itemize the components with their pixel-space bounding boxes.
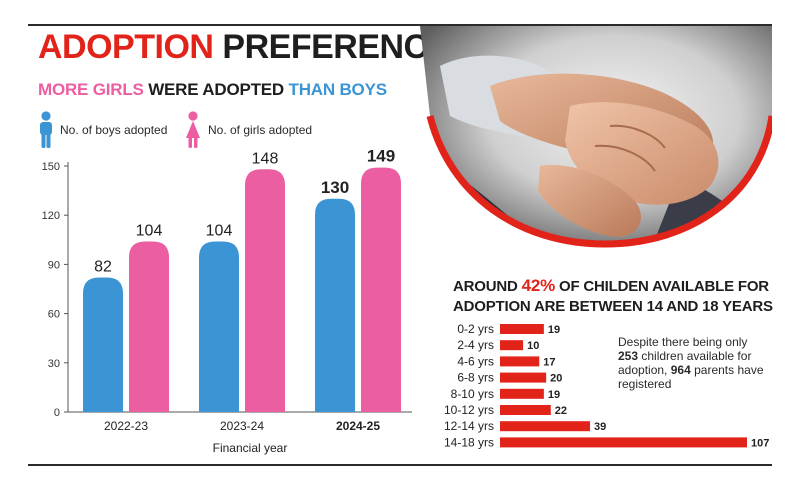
heading-percentage: 42% [521, 276, 556, 295]
adoption-bar-chart: 0 30 60 90 120 150 82 104 2022-23 104 148 2023-24 13… [42, 147, 412, 455]
age-category-label: 8-10 yrs [451, 387, 494, 401]
bar-value-label: 104 [136, 222, 163, 239]
age-value-label: 22 [555, 405, 567, 417]
age-bar-8-10 yrs [500, 388, 544, 399]
legend-girls: No. of girls adopted [184, 110, 312, 150]
title-part-1: ADOPTION [38, 28, 214, 66]
hands-photo-illustration [420, 26, 772, 248]
age-bar-12-14 yrs [500, 421, 591, 432]
chart-subtitle: MORE GIRLS WERE ADOPTED THAN BOYS [38, 80, 387, 100]
subtitle-boys: THAN BOYS [288, 80, 388, 99]
note-text-3: parents have registered [618, 363, 764, 391]
x-category-label: 2023-24 [220, 419, 264, 433]
age-category-label: 4-6 yrs [457, 354, 494, 368]
age-value-label: 19 [548, 324, 560, 336]
bar-value-label: 104 [206, 222, 233, 239]
top-rule [28, 24, 772, 26]
hands-photo [420, 26, 772, 252]
availability-note: Despite there being only 253 children av… [618, 335, 768, 391]
x-category-label: 2024-25 [336, 419, 380, 433]
age-category-label: 10-12 yrs [444, 403, 494, 417]
subtitle-girls: MORE GIRLS [38, 80, 144, 99]
bar-boys-2023-24 [199, 241, 239, 412]
heading-part-2: OF CHILDEN AVAILABLE FOR ADOPTION ARE BE… [453, 278, 773, 315]
y-tick-label: 60 [48, 309, 60, 321]
age-value-label: 19 [548, 389, 560, 401]
note-children-count: 253 [618, 349, 639, 363]
bar-boys-2024-25 [315, 198, 355, 412]
age-bar-2-4 yrs [500, 340, 524, 351]
age-bar-14-18 yrs [500, 437, 747, 448]
age-value-label: 10 [527, 340, 539, 352]
bar-value-label: 149 [367, 147, 395, 166]
y-tick-label: 0 [54, 407, 60, 419]
legend-boys-label: No. of boys adopted [60, 123, 168, 137]
age-value-label: 20 [550, 373, 562, 385]
boy-figure-icon [40, 111, 52, 148]
bar-girls-2024-25 [361, 167, 401, 412]
bar-girls-2023-24 [245, 169, 285, 412]
bar-boys-2022-23 [83, 277, 123, 412]
y-tick-label: 90 [48, 259, 60, 271]
age-category-label: 0-2 yrs [457, 322, 494, 336]
bar-value-label: 130 [321, 178, 349, 197]
x-axis-title: Financial year [213, 441, 288, 455]
age-bar-6-8 yrs [500, 372, 547, 383]
x-category-label: 2022-23 [104, 419, 148, 433]
girl-figure-icon [186, 111, 200, 148]
note-parents-count: 964 [670, 363, 691, 377]
subtitle-middle: WERE ADOPTED [148, 80, 285, 99]
age-value-label: 39 [594, 421, 606, 433]
age-category-label: 14-18 yrs [444, 435, 494, 449]
bar-value-label: 82 [94, 259, 112, 276]
y-tick-label: 30 [48, 358, 60, 370]
age-category-label: 12-14 yrs [444, 419, 494, 433]
age-category-label: 6-8 yrs [457, 371, 494, 385]
age-value-label: 107 [751, 437, 769, 449]
bar-girls-2022-23 [129, 241, 169, 412]
age-value-label: 17 [543, 356, 555, 368]
note-text-2: children available for adoption, [618, 349, 752, 377]
age-category-label: 2-4 yrs [457, 338, 494, 352]
bar-value-label: 148 [252, 150, 279, 167]
age-bar-10-12 yrs [500, 405, 551, 415]
y-tick-label: 150 [42, 161, 60, 173]
age-bar-0-2 yrs [500, 324, 544, 334]
legend-boys: No. of boys adopted [38, 110, 167, 150]
age-chart-heading: AROUND 42% OF CHILDEN AVAILABLE FOR ADOP… [453, 276, 783, 317]
heading-part-1: AROUND [453, 278, 518, 295]
legend-girls-label: No. of girls adopted [208, 123, 313, 137]
age-bar-4-6 yrs [500, 356, 540, 367]
y-tick-label: 120 [42, 210, 60, 222]
bottom-rule [28, 464, 772, 466]
note-text-1: Despite there being only [618, 335, 748, 349]
